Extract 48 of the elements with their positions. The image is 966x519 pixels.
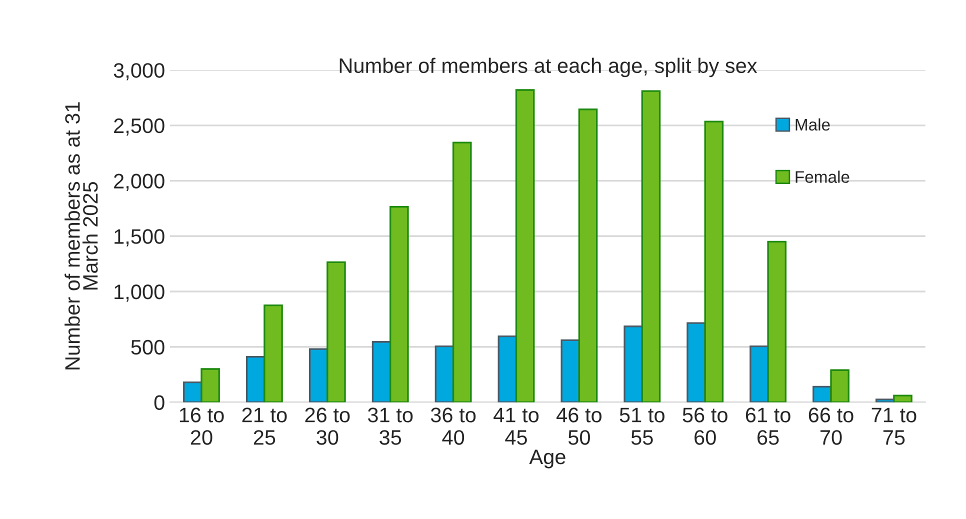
chart-title: Number of members at each age, split by sex (340, 58, 758, 78)
bar (624, 326, 643, 402)
bar (812, 386, 832, 402)
x-tick-label: 61 to 65 (746, 408, 790, 445)
bar (704, 120, 724, 402)
bar (875, 398, 895, 402)
y-tick-label: 2,000 (114, 174, 164, 191)
bar (264, 304, 283, 402)
x-tick-label: 71 to 75 (872, 408, 916, 445)
x-tick-label: 56 to 60 (682, 408, 728, 445)
x-tick-label: 21 to 25 (242, 408, 287, 445)
bar (515, 89, 535, 402)
bar (893, 394, 912, 402)
x-tick-label: 36 to 40 (430, 408, 476, 445)
bar (560, 339, 580, 402)
bar (390, 206, 409, 402)
bar (434, 345, 454, 402)
bar (830, 369, 850, 402)
x-tick-label: 66 to 70 (808, 408, 854, 445)
bar (200, 368, 220, 402)
bar (750, 345, 769, 402)
bar (578, 108, 598, 402)
bar (372, 341, 392, 402)
bar (498, 336, 518, 402)
bar (308, 348, 328, 402)
legend-label: Male (796, 118, 830, 131)
y-tick-label: 1,000 (114, 284, 164, 302)
x-axis-title: Age (529, 450, 566, 468)
bar (246, 356, 266, 402)
bar (183, 381, 202, 402)
bar (452, 142, 472, 402)
bar (767, 240, 787, 402)
x-tick-label: 31 to 35 (368, 408, 413, 445)
bar (641, 90, 661, 402)
x-tick-label: 16 to 20 (180, 408, 224, 445)
legend-label: Female (796, 170, 850, 183)
x-tick-label: 51 to 55 (620, 408, 664, 445)
y-tick-label: 1,500 (114, 229, 164, 246)
bar (326, 261, 346, 402)
y-tick-label: 500 (131, 340, 164, 355)
y-tick-label: 3,000 (114, 63, 164, 80)
y-tick-label: 0 (154, 395, 164, 410)
x-tick-label: 41 to 45 (494, 408, 539, 445)
y-tick-label: 2,500 (114, 118, 164, 136)
x-tick-label: 26 to 30 (305, 408, 350, 445)
y-axis-title: Number of members as at 31 March 2025 (64, 102, 98, 370)
x-tick-label: 46 to 50 (556, 408, 602, 445)
bar (686, 322, 706, 402)
